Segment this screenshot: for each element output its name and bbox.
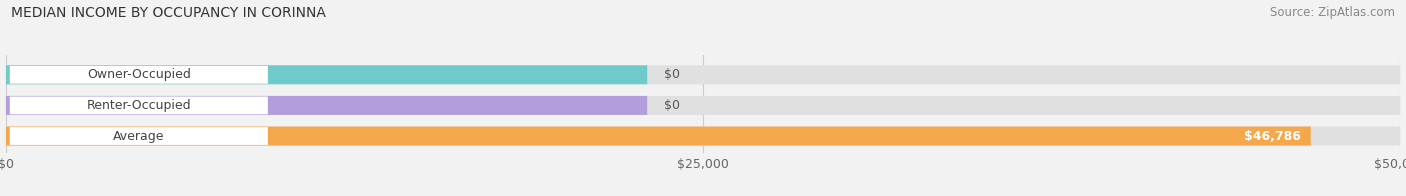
FancyBboxPatch shape	[6, 96, 1400, 115]
FancyBboxPatch shape	[10, 97, 267, 114]
Text: Renter-Occupied: Renter-Occupied	[87, 99, 191, 112]
Text: $46,786: $46,786	[1244, 130, 1301, 142]
Text: Source: ZipAtlas.com: Source: ZipAtlas.com	[1270, 6, 1395, 19]
FancyBboxPatch shape	[6, 127, 1310, 145]
FancyBboxPatch shape	[6, 65, 647, 84]
Text: Owner-Occupied: Owner-Occupied	[87, 68, 191, 81]
Text: Average: Average	[112, 130, 165, 142]
FancyBboxPatch shape	[6, 65, 1400, 84]
FancyBboxPatch shape	[6, 96, 647, 115]
FancyBboxPatch shape	[6, 127, 1400, 145]
FancyBboxPatch shape	[10, 66, 267, 84]
FancyBboxPatch shape	[10, 127, 267, 145]
Text: $0: $0	[664, 68, 681, 81]
Text: $0: $0	[664, 99, 681, 112]
Text: MEDIAN INCOME BY OCCUPANCY IN CORINNA: MEDIAN INCOME BY OCCUPANCY IN CORINNA	[11, 6, 326, 20]
